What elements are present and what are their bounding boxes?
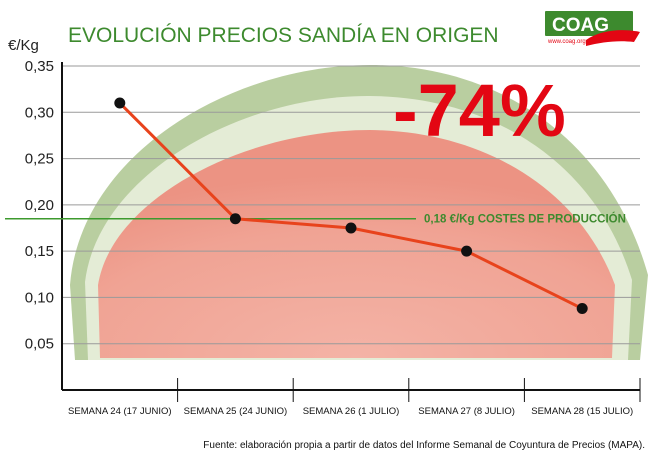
chart-title: EVOLUCIÓN PRECIOS SANDÍA EN ORIGEN <box>68 24 499 47</box>
data-point <box>576 303 588 315</box>
y-axis-label: €/Kg <box>8 37 39 54</box>
x-tick-label: SEMANA 24 (17 JUNIO) <box>68 406 171 417</box>
y-tick-label: 0,05 <box>25 336 54 353</box>
logo-url: www.coag.org <box>547 39 586 45</box>
data-point <box>114 97 126 109</box>
y-tick-label: 0,10 <box>25 289 54 306</box>
cost-line-label: 0,18 €/Kg COSTES DE PRODUCCIÓN <box>424 213 626 226</box>
cost-reference: 0,18 €/Kg COSTES DE PRODUCCIÓN <box>5 213 626 226</box>
grid <box>62 65 640 345</box>
y-tick-label: 0,15 <box>25 243 54 260</box>
logo-text: COAG <box>552 15 609 36</box>
y-tick-label: 0,35 <box>25 58 54 75</box>
data-point <box>345 222 357 234</box>
x-tick-label: SEMANA 28 (15 JULIO) <box>531 406 633 417</box>
x-tick-labels: SEMANA 24 (17 JUNIO) SEMANA 25 (24 JUNIO)… <box>68 406 633 417</box>
y-tick-labels: 0,05 0,10 0,15 0,20 0,25 0,30 0,35 <box>25 58 54 353</box>
source-note: Fuente: elaboración propia a partir de d… <box>203 440 645 451</box>
x-tick-label: SEMANA 27 (8 JULIO) <box>418 406 515 417</box>
data-point <box>229 213 241 225</box>
axes <box>61 62 641 402</box>
series-group <box>114 97 588 315</box>
y-tick-label: 0,20 <box>25 197 54 214</box>
y-tick-label: 0,25 <box>25 151 54 168</box>
coag-logo: COAG www.coag.org <box>545 11 640 46</box>
y-tick-label: 0,30 <box>25 104 54 121</box>
percent-annotation: -74% <box>393 69 566 152</box>
x-tick-label: SEMANA 25 (24 JUNIO) <box>184 406 287 417</box>
x-tick-label: SEMANA 26 (1 JULIO) <box>303 406 400 417</box>
data-point <box>461 245 473 257</box>
